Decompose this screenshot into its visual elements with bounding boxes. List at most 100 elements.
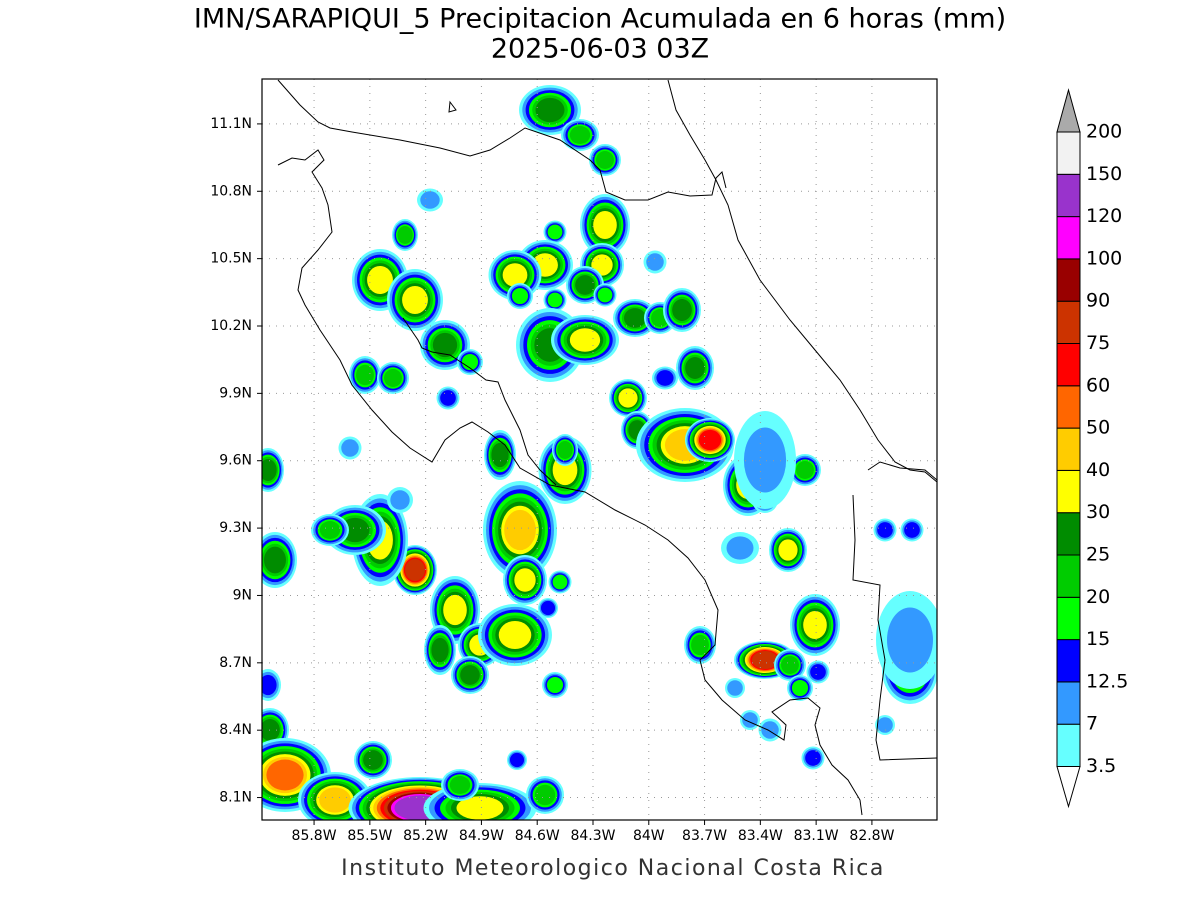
colorbar-label: 25 [1086,544,1110,566]
colorbar-box [1056,723,1081,768]
precip-contour [262,674,277,696]
precip-contour [262,719,280,741]
island [448,100,457,113]
precip-contour [575,275,595,295]
precip-contour [547,292,563,308]
coastline [402,317,557,486]
colorbar-box [1056,131,1081,175]
precip-contour [405,559,425,581]
precip-contour [262,459,277,481]
precip-contour [656,370,674,386]
lat-tick-label: 11.1N [210,116,252,132]
lat-tick-label: 9N [233,587,252,603]
colorbar-box [1056,512,1081,556]
border [867,461,937,481]
precip-contour [691,634,709,656]
colorbar-label: 40 [1086,459,1110,481]
precip-contour [340,517,370,543]
coastline [277,149,863,816]
precip-contour [502,263,528,287]
lat-tick-label: 10.5N [210,251,252,267]
precip-contour [727,680,743,696]
colorbar-box [1056,554,1081,598]
precip-contour [546,676,564,694]
precip-contour [402,285,428,315]
precip-contour [810,664,826,680]
precip-contour [461,353,479,371]
precip-contour [431,637,449,663]
precip-contour [363,750,383,770]
colorbar-box [1056,173,1081,218]
colorbar-box [1056,639,1081,683]
precip-contour [514,568,536,592]
lon-tick-label: 82.8W [849,828,894,844]
colorbar-box [1056,596,1081,641]
colorbar-label: 200 [1086,121,1122,143]
precip-contour [509,752,525,768]
colorbar-label: 150 [1086,163,1122,185]
colorbar-box [1056,216,1081,260]
precip-contour [535,97,565,123]
lon-tick-label: 84.3W [570,828,615,844]
precip-contour [504,509,536,551]
colorbar-label: 60 [1086,374,1110,396]
precip-contour [397,226,413,244]
colorbar-label: 75 [1086,332,1110,354]
lon-tick-label: 85.2W [403,828,448,844]
precip-contour [440,390,456,406]
lat-tick-label: 8.1N [219,790,252,806]
lat-tick-label: 8.7N [219,655,252,671]
precip-contour [390,490,410,510]
precip-contour [685,357,705,379]
precip-contour [597,287,613,303]
colorbar-box [1056,469,1081,514]
precipitation-field [262,85,937,820]
colorbar-label: 15 [1086,628,1110,650]
precip-contour [432,332,458,358]
lon-tick-label: 85.8W [292,828,337,844]
precip-contour [443,594,467,626]
lat-tick-label: 9.3N [219,520,252,536]
precip-contour [796,461,814,479]
colorbar-label: 7 [1086,713,1098,735]
precip-contour [547,224,563,240]
precip-contour [498,620,532,650]
precip-contour [803,610,827,640]
title: IMN/SARAPIQUI_5 Precipitacion Acumulada … [194,4,1006,35]
border [852,494,937,761]
precip-contour [672,299,692,321]
precip-contour [552,574,568,590]
precip-contour [761,721,779,739]
precip-contour [904,522,920,538]
precip-contour [805,750,821,766]
colorbar-under [1056,766,1081,809]
lat-tick-label: 8.4N [219,722,252,738]
precip-contour [384,369,402,387]
colorbar-label: 120 [1086,205,1122,227]
coastline [277,79,727,201]
colorbar-box [1056,343,1081,387]
lon-tick-label: 84W [633,828,665,844]
precip-contour [266,759,304,791]
subtitle: 2025-06-03 03Z [491,34,709,65]
precip-contour [791,679,809,697]
colorbar-label: 90 [1086,290,1110,312]
precip-contour [752,651,778,669]
precip-contour [319,521,341,539]
precip-contour [449,776,471,794]
colorbar-label: 3.5 [1086,755,1116,777]
precip-contour [557,441,573,459]
precip-contour [743,427,787,493]
lat-tick-label: 10.2N [210,318,252,334]
precip-contour [877,522,893,538]
coastline [667,79,937,483]
colorbar-over [1056,88,1081,133]
precip-contour [264,546,286,574]
footer: Instituto Meteorologico Nacional Costa R… [341,856,885,881]
colorbar-label: 50 [1086,417,1110,439]
colorbar-label: 100 [1086,247,1122,269]
precip-contour [887,607,933,673]
coastlines [277,79,937,816]
precip-contour [877,717,893,733]
